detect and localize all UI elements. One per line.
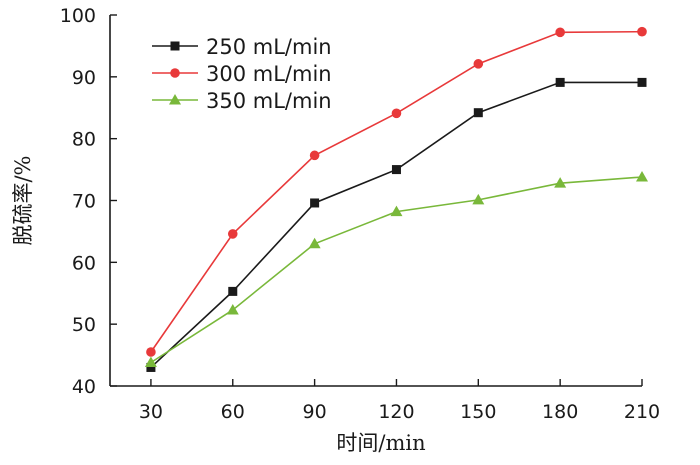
legend-label-0: 250 mL/min — [206, 35, 332, 59]
series-2 — [144, 171, 648, 368]
x-tick-label-4: 150 — [460, 401, 496, 423]
legend-label-1: 300 mL/min — [206, 62, 332, 86]
series-0 — [146, 77, 647, 372]
x-tick-label-6: 210 — [624, 401, 660, 423]
series-0-point-0 — [146, 362, 156, 372]
series-2-point-1 — [226, 303, 239, 315]
legend-marker-2 — [169, 94, 181, 105]
series-2-point-4 — [472, 193, 485, 205]
x-tick-label-0: 30 — [139, 401, 163, 423]
legend-label-2: 350 mL/min — [206, 89, 332, 113]
series-1-point-3 — [391, 108, 402, 119]
series-0-point-6 — [637, 77, 647, 87]
x-axis-title: 时间/min — [336, 431, 425, 455]
series-line-0 — [150, 81, 642, 369]
y-tick-label-3: 70 — [72, 191, 96, 213]
series-2-point-6 — [636, 171, 648, 182]
x-tick-label-1: 60 — [221, 401, 245, 423]
series-0-point-2 — [310, 198, 320, 208]
legend-item-0: 250 mL/min — [152, 35, 332, 59]
series-0-point-5 — [555, 77, 565, 87]
series-1-point-1 — [227, 229, 238, 239]
series-2-point-2 — [308, 237, 321, 249]
y-tick-label-1: 50 — [72, 314, 96, 336]
y-tick-label-2: 60 — [72, 252, 96, 274]
series-0-point-4 — [473, 108, 483, 118]
y-tick-label-0: 40 — [72, 376, 96, 398]
y-axis-title: 脱硫率/% — [11, 155, 35, 245]
x-tick-label-3: 120 — [378, 401, 414, 423]
legend-item-2: 350 mL/min — [152, 89, 332, 113]
y-tick-label-5: 90 — [72, 67, 96, 89]
series-2-point-5 — [554, 177, 567, 188]
series-1-point-4 — [473, 59, 484, 69]
legend-item-1: 300 mL/min — [152, 62, 332, 86]
series-0-point-3 — [391, 165, 401, 175]
series-1 — [146, 26, 647, 357]
series-layer — [144, 26, 648, 372]
series-2-point-3 — [390, 205, 403, 217]
y-tick-label-6: 100 — [60, 5, 96, 27]
axes: 40 50 60 70 80 90 100 30 60 90 120 150 180 210 — [60, 5, 660, 423]
series-1-point-0 — [146, 347, 156, 357]
legend-marker-1 — [170, 68, 180, 78]
series-2-point-0 — [144, 356, 157, 368]
x-tick-label-2: 90 — [303, 401, 327, 423]
legend-marker-0 — [170, 41, 180, 51]
series-line-2 — [150, 176, 643, 364]
x-tick-label-5: 180 — [542, 401, 578, 423]
series-0-point-1 — [228, 286, 238, 296]
series-1-point-2 — [309, 150, 320, 161]
y-tick-label-4: 80 — [72, 129, 96, 151]
series-1-point-6 — [637, 26, 647, 37]
series-1-point-5 — [555, 27, 565, 38]
legend: 250 mL/min 300 mL/min 350 mL/min — [152, 35, 332, 113]
